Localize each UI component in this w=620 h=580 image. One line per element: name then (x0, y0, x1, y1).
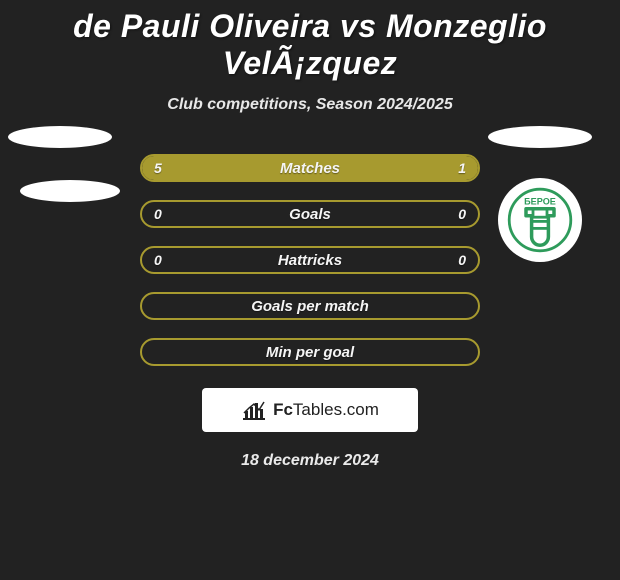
player-right-ellipse-1 (488, 126, 592, 148)
bar-label: Min per goal (142, 340, 478, 364)
page-title: de Pauli Oliveira vs Monzeglio VelÃ¡zque… (0, 0, 620, 82)
stat-bar: 00Goals (140, 200, 480, 228)
logo-text: FcTables.com (273, 400, 379, 420)
page-subtitle: Club competitions, Season 2024/2025 (0, 96, 620, 114)
player-left-ellipse-1 (8, 126, 112, 148)
stat-bar: Goals per match (140, 292, 480, 320)
player-left-ellipse-2 (20, 180, 120, 202)
date-label: 18 december 2024 (0, 452, 620, 470)
bar-label: Goals (142, 202, 478, 226)
stat-bar: 00Hattricks (140, 246, 480, 274)
fctables-logo: FcTables.com (202, 388, 418, 432)
bar-label: Matches (142, 156, 478, 180)
bar-label: Hattricks (142, 248, 478, 272)
chart-icon (241, 399, 267, 421)
club-badge-text: БEPOE (524, 197, 556, 207)
stat-bar: Min per goal (140, 338, 480, 366)
club-badge: БEPOE (498, 178, 582, 262)
stat-bars: 51Matches 00Goals 00Hattricks Goals per mat… (140, 154, 480, 366)
stat-bar: 51Matches (140, 154, 480, 182)
club-badge-icon: БEPOE (505, 185, 575, 255)
bar-label: Goals per match (142, 294, 478, 318)
